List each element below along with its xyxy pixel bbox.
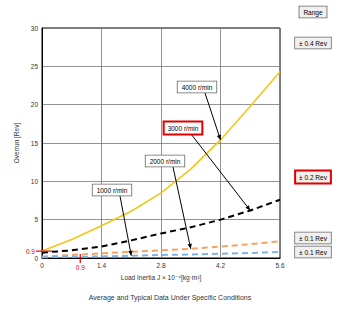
svg-text:1000 r/min: 1000 r/min [97, 187, 128, 194]
svg-text:10: 10 [31, 178, 39, 185]
svg-text:Average and Typical Data Under: Average and Typical Data Under Specific … [89, 294, 252, 302]
svg-text:± 0.2 Rev: ± 0.2 Rev [299, 174, 328, 181]
svg-text:Overrun [Rev]: Overrun [Rev] [13, 123, 21, 164]
svg-text:15: 15 [31, 140, 39, 147]
svg-text:Range: Range [303, 9, 323, 17]
svg-text:20: 20 [31, 101, 39, 108]
svg-text:0: 0 [40, 262, 44, 269]
svg-text:± 0.4 Rev: ± 0.4 Rev [299, 40, 328, 47]
svg-text:± 0.1 Rev: ± 0.1 Rev [299, 249, 328, 256]
svg-text:2.8: 2.8 [156, 262, 165, 269]
svg-text:4000 r/min: 4000 r/min [182, 84, 213, 91]
svg-text:5.6: 5.6 [275, 262, 284, 269]
svg-text:25: 25 [31, 63, 39, 70]
svg-text:0: 0 [34, 255, 38, 262]
svg-text:2000 r/min: 2000 r/min [150, 158, 181, 165]
svg-text:0.9: 0.9 [76, 264, 85, 271]
svg-text:3000 r/min: 3000 r/min [168, 125, 199, 132]
svg-text:1.4: 1.4 [97, 262, 106, 269]
svg-text:30: 30 [31, 25, 39, 32]
svg-text:± 0.1 Rev: ± 0.1 Rev [299, 235, 328, 242]
svg-text:4.2: 4.2 [216, 262, 225, 269]
svg-text:0.9: 0.9 [26, 248, 35, 255]
svg-text:5: 5 [34, 216, 38, 223]
svg-text:Load Inertia J × 10⁻⁴[kg·m²]: Load Inertia J × 10⁻⁴[kg·m²] [121, 274, 202, 282]
